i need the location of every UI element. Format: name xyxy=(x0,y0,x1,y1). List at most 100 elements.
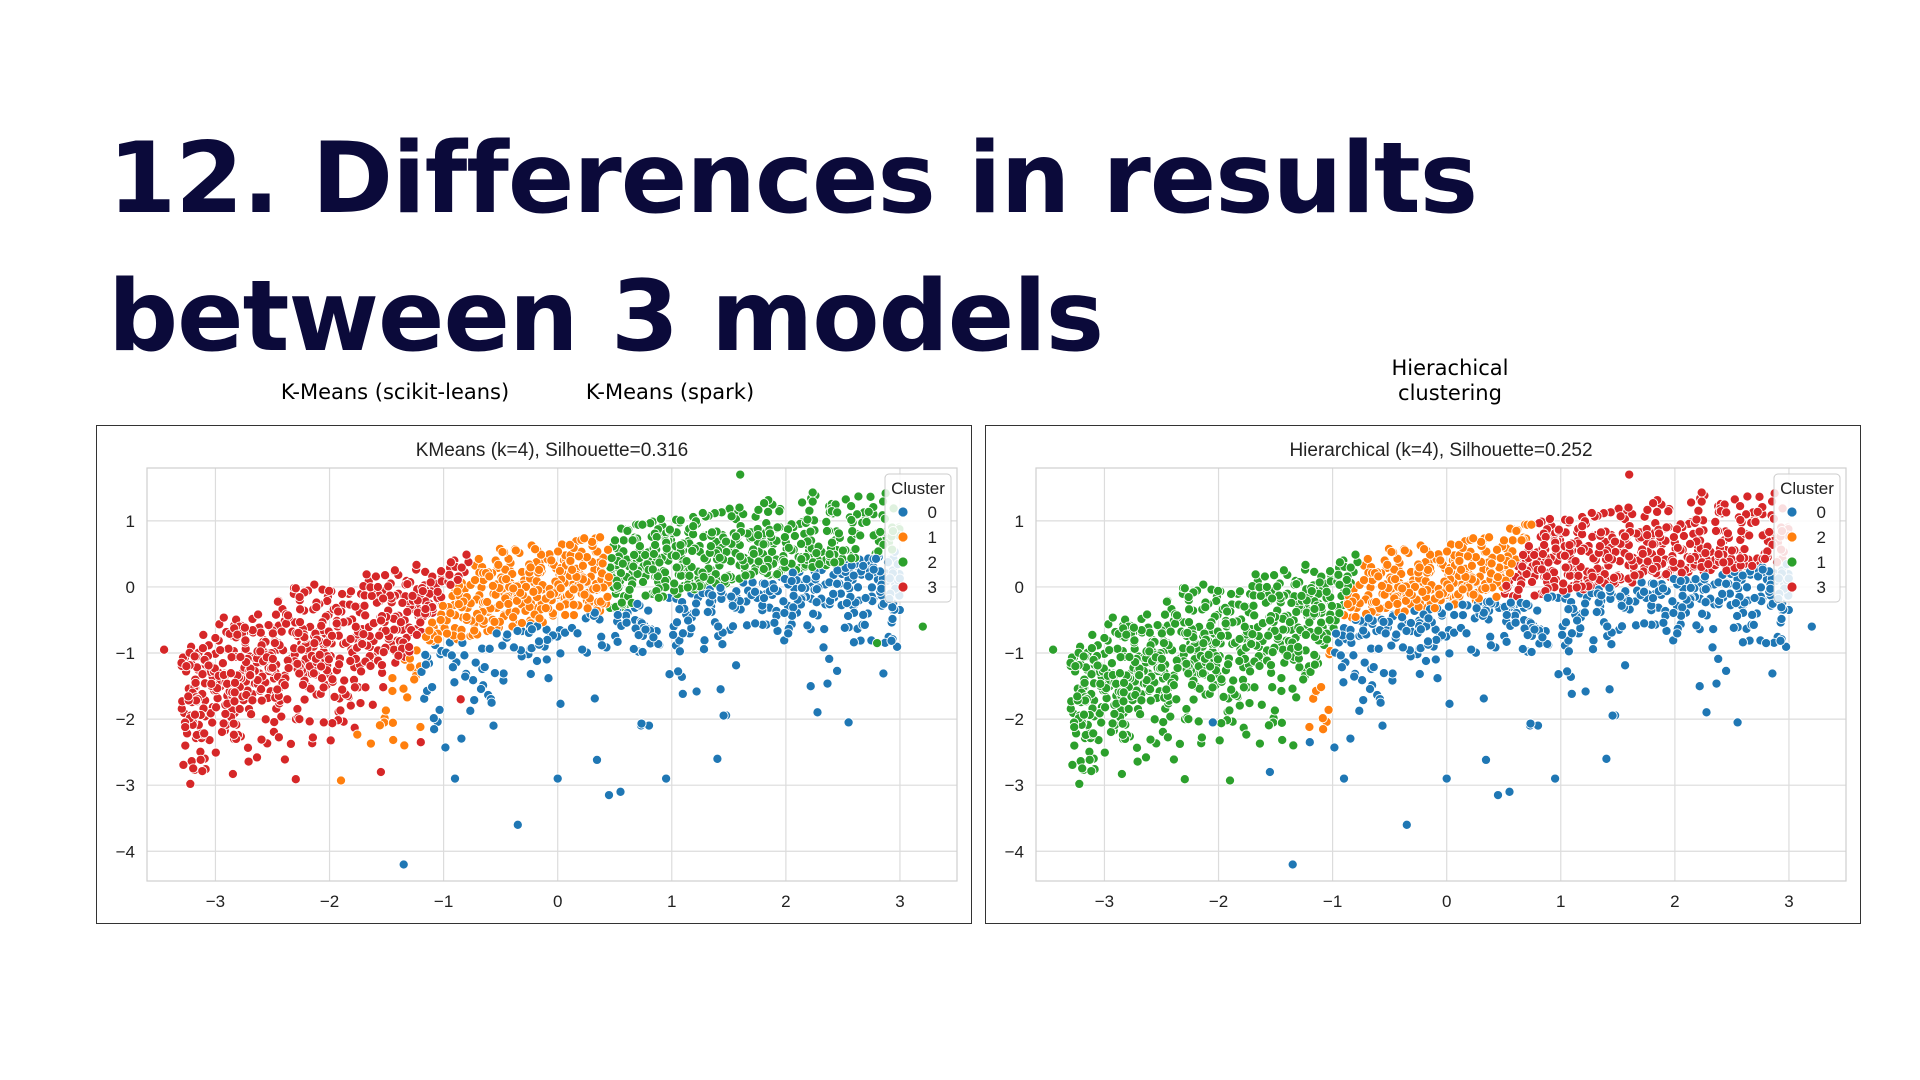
kmeans-point-cluster-0 xyxy=(843,610,854,622)
kmeans-point-cluster-0 xyxy=(673,666,684,677)
kmeans-point-cluster-2 xyxy=(730,531,742,542)
kmeans-point-cluster-0 xyxy=(788,602,799,613)
hierarchical-point-cluster-0 xyxy=(1345,631,1356,642)
hierarchical-point-cluster-1 xyxy=(1161,684,1172,695)
kmeans-point-cluster-0 xyxy=(727,600,738,611)
hierarchical-point-cluster-1 xyxy=(1282,650,1293,661)
hierarchical-chart-frame: Hierarchical (k=4), Silhouette=0.252 −3 −2… xyxy=(985,425,1861,924)
hierarchical-point-cluster-1 xyxy=(1224,775,1236,786)
hierarchical-point-cluster-1 xyxy=(1265,615,1276,626)
hierarchical-point-cluster-1 xyxy=(1254,660,1265,672)
kmeans-point-cluster-3 xyxy=(297,679,309,690)
hierarchical-point-cluster-0 xyxy=(1580,598,1591,609)
hierarchical-point-cluster-0 xyxy=(1732,610,1743,622)
kmeans-point-cluster-1 xyxy=(474,613,485,624)
hierarchical-point-cluster-1 xyxy=(1156,628,1167,639)
hierarchical-point-cluster-1 xyxy=(1213,585,1224,596)
kmeans-point-cluster-0 xyxy=(715,684,726,695)
hierarchical-point-cluster-0 xyxy=(1207,717,1218,728)
kmeans-point-cluster-2 xyxy=(846,501,857,512)
hierarchical-point-cluster-0 xyxy=(1501,609,1512,621)
kmeans-point-cluster-3 xyxy=(245,670,256,681)
kmeans-point-cluster-0 xyxy=(434,704,445,715)
kmeans-point-cluster-1 xyxy=(388,734,399,746)
kmeans-point-cluster-2 xyxy=(774,506,785,517)
hierarchical-point-cluster-0 xyxy=(1387,668,1398,679)
hierarchical-point-cluster-3 xyxy=(1564,540,1575,551)
hierarchical-point-cluster-3 xyxy=(1529,590,1540,601)
hierarchical-point-cluster-1 xyxy=(1245,666,1256,677)
kmeans-point-cluster-3 xyxy=(292,658,303,669)
hierarchical-point-cluster-1 xyxy=(1158,717,1169,728)
kmeans-point-cluster-1 xyxy=(365,738,376,749)
hierarchical-point-cluster-3 xyxy=(1595,527,1607,538)
kmeans-point-cluster-3 xyxy=(456,562,467,573)
hierarchical-point-cluster-2 xyxy=(1504,568,1515,579)
hierarchical-point-cluster-0 xyxy=(1542,592,1553,603)
hierarchical-point-cluster-1 xyxy=(1124,651,1135,663)
hierarchical-xtick-label: −2 xyxy=(1209,892,1228,911)
kmeans-point-cluster-2 xyxy=(617,558,628,569)
hierarchical-point-cluster-1 xyxy=(1162,732,1173,743)
hierarchical-point-cluster-0 xyxy=(1358,625,1369,636)
hierarchical-point-cluster-3 xyxy=(1693,505,1704,516)
hierarchical-point-cluster-3 xyxy=(1735,514,1746,526)
kmeans-point-cluster-1 xyxy=(387,717,398,728)
hierarchical-point-cluster-2 xyxy=(1362,553,1373,565)
hierarchical-point-cluster-3 xyxy=(1564,515,1575,526)
kmeans-point-cluster-0 xyxy=(572,628,583,639)
kmeans-point-cluster-1 xyxy=(424,625,435,636)
hierarchical-point-cluster-1 xyxy=(1291,606,1302,617)
kmeans-point-cluster-2 xyxy=(821,525,833,537)
kmeans-point-cluster-0 xyxy=(555,698,566,709)
hierarchical-point-cluster-2 xyxy=(1492,572,1503,583)
kmeans-point-cluster-3 xyxy=(349,682,360,693)
hierarchical-point-cluster-1 xyxy=(1276,685,1287,697)
kmeans-point-cluster-2 xyxy=(615,568,626,579)
hierarchical-point-cluster-1 xyxy=(1161,596,1172,607)
kmeans-ytick-label: −2 xyxy=(116,710,135,729)
hierarchical-point-cluster-3 xyxy=(1686,497,1697,508)
hierarchical-point-cluster-0 xyxy=(1466,644,1477,655)
hierarchical-point-cluster-3 xyxy=(1586,507,1597,519)
kmeans-point-cluster-3 xyxy=(206,678,217,689)
hierarchical-point-cluster-1 xyxy=(1121,629,1132,640)
kmeans-point-cluster-0 xyxy=(552,773,563,784)
hierarchical-xtick-label: 0 xyxy=(1442,892,1451,911)
hierarchical-point-cluster-1 xyxy=(1077,763,1088,774)
kmeans-point-cluster-3 xyxy=(210,747,221,758)
kmeans-point-cluster-0 xyxy=(589,607,600,618)
hierarchical-point-cluster-3 xyxy=(1523,541,1534,552)
kmeans-point-cluster-2 xyxy=(814,559,825,570)
hierarchical-point-cluster-0 xyxy=(1767,668,1778,679)
hierarchical-point-cluster-0 xyxy=(1775,635,1786,646)
kmeans-point-cluster-0 xyxy=(858,609,869,620)
kmeans-point-cluster-3 xyxy=(389,624,400,635)
hierarchical-point-cluster-0 xyxy=(1461,628,1472,639)
hierarchical-point-cluster-1 xyxy=(1294,662,1305,673)
hierarchical-point-cluster-1 xyxy=(1107,718,1118,729)
kmeans-point-cluster-3 xyxy=(461,549,472,560)
kmeans-point-cluster-3 xyxy=(402,606,413,617)
kmeans-point-cluster-1 xyxy=(374,720,385,731)
hierarchical-point-cluster-1 xyxy=(1114,668,1125,679)
hierarchical-point-cluster-2 xyxy=(1342,599,1353,610)
hierarchical-point-cluster-3 xyxy=(1648,498,1659,509)
kmeans-point-cluster-0 xyxy=(446,650,457,661)
kmeans-point-cluster-2 xyxy=(632,568,643,580)
kmeans-point-cluster-1 xyxy=(528,586,539,597)
hierarchical-point-cluster-2 xyxy=(1454,555,1465,566)
hierarchical-point-cluster-0 xyxy=(1602,621,1613,632)
kmeans-legend-label-3: 3 xyxy=(928,578,937,597)
kmeans-point-cluster-3 xyxy=(247,695,258,706)
hierarchical-point-cluster-1 xyxy=(1067,759,1078,770)
hierarchical-point-cluster-1 xyxy=(1145,684,1156,695)
hierarchical-point-cluster-1 xyxy=(1288,740,1299,751)
hierarchical-points xyxy=(1048,469,1817,870)
hierarchical-point-cluster-0 xyxy=(1359,657,1370,668)
kmeans-point-cluster-3 xyxy=(197,643,208,654)
kmeans-point-cluster-3 xyxy=(329,691,340,702)
kmeans-point-cluster-0 xyxy=(717,639,728,650)
kmeans-point-cluster-2 xyxy=(705,541,716,552)
hierarchical-point-cluster-0 xyxy=(1510,617,1521,628)
